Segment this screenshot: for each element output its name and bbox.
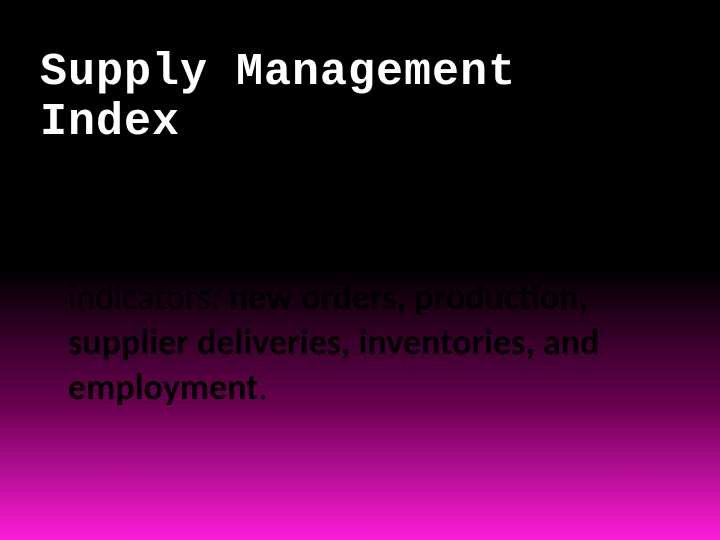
slide-title: Supply Management Index (40, 48, 680, 147)
slide: Supply Management Index Measures manufac… (0, 0, 720, 540)
slide-body: Measures manufacturing activity and is d… (40, 185, 680, 410)
body-text-tail: . (259, 365, 268, 409)
